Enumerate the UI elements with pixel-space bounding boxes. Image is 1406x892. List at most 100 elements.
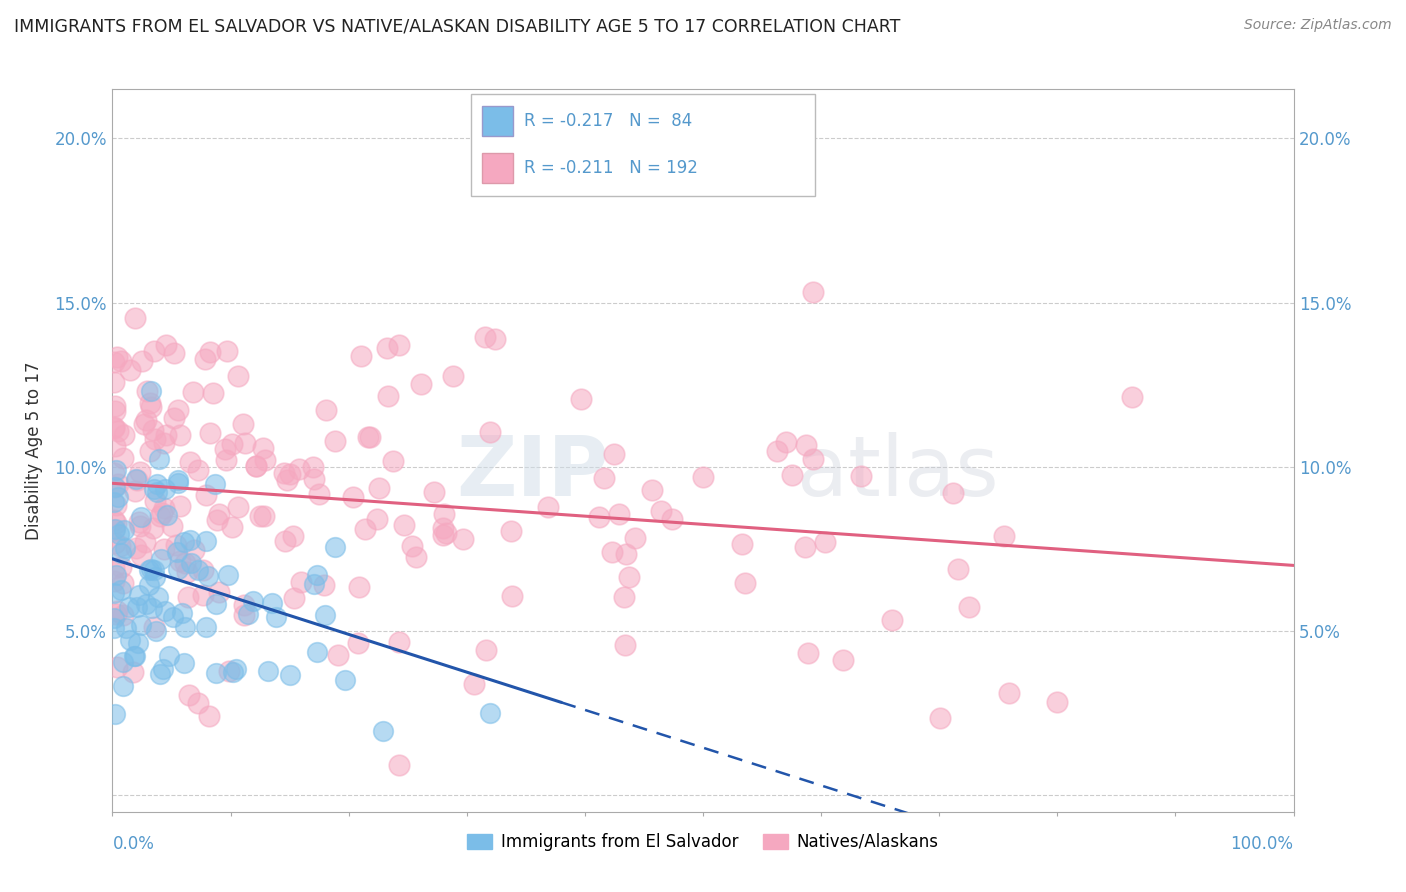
Point bbox=[187, 463, 209, 477]
Point bbox=[139, 444, 162, 458]
Point bbox=[617, 570, 640, 584]
Point bbox=[221, 665, 243, 679]
Point bbox=[150, 506, 173, 520]
Point bbox=[484, 332, 506, 346]
Point bbox=[108, 539, 131, 553]
Point bbox=[173, 535, 195, 549]
Point bbox=[141, 521, 163, 535]
Point bbox=[998, 686, 1021, 700]
Point bbox=[125, 473, 148, 487]
Point bbox=[198, 708, 221, 723]
Point bbox=[215, 453, 238, 467]
Point bbox=[104, 567, 127, 582]
Point bbox=[145, 624, 167, 638]
Point bbox=[170, 606, 193, 620]
Point bbox=[335, 673, 357, 687]
Point bbox=[142, 423, 165, 437]
Text: 0.0%: 0.0% bbox=[112, 835, 155, 853]
Point bbox=[125, 541, 148, 555]
Point bbox=[233, 608, 256, 623]
Point bbox=[314, 608, 336, 623]
Point bbox=[153, 482, 176, 496]
Point bbox=[118, 362, 141, 376]
Point bbox=[129, 465, 152, 479]
Point bbox=[218, 664, 240, 678]
Point bbox=[103, 561, 125, 575]
Point bbox=[111, 607, 134, 622]
Point bbox=[191, 588, 214, 602]
Point bbox=[217, 344, 239, 359]
Point bbox=[112, 427, 135, 442]
Point bbox=[191, 563, 214, 577]
Point bbox=[661, 512, 683, 526]
Point bbox=[127, 636, 149, 650]
Point bbox=[366, 512, 388, 526]
Point bbox=[124, 648, 146, 663]
Point bbox=[314, 578, 336, 592]
Point bbox=[323, 434, 346, 448]
Point bbox=[107, 424, 129, 438]
Point bbox=[832, 652, 855, 666]
Point bbox=[280, 668, 302, 682]
Point bbox=[141, 601, 163, 615]
Point bbox=[177, 590, 200, 604]
Point bbox=[592, 471, 614, 485]
Point bbox=[613, 591, 636, 605]
Point bbox=[198, 344, 221, 359]
Point bbox=[124, 484, 146, 499]
Text: IMMIGRANTS FROM EL SALVADOR VS NATIVE/ALASKAN DISABILITY AGE 5 TO 17 CORRELATION: IMMIGRANTS FROM EL SALVADOR VS NATIVE/AL… bbox=[14, 18, 900, 36]
Point bbox=[409, 377, 432, 392]
Point bbox=[264, 610, 287, 624]
Text: Source: ZipAtlas.com: Source: ZipAtlas.com bbox=[1244, 18, 1392, 32]
Point bbox=[129, 618, 152, 632]
Point bbox=[475, 642, 498, 657]
Point bbox=[138, 578, 160, 592]
Point bbox=[228, 369, 250, 384]
Point bbox=[105, 660, 128, 674]
Point bbox=[104, 607, 127, 622]
Point bbox=[152, 662, 174, 676]
Point bbox=[179, 533, 201, 547]
Point bbox=[204, 476, 226, 491]
Point bbox=[274, 534, 297, 549]
Point bbox=[166, 545, 188, 559]
Point bbox=[124, 310, 146, 325]
Point bbox=[169, 499, 191, 513]
Point bbox=[434, 525, 457, 540]
Point bbox=[165, 538, 187, 552]
Point bbox=[405, 550, 427, 565]
Point bbox=[174, 620, 197, 634]
Point bbox=[104, 707, 127, 722]
Point bbox=[138, 563, 160, 577]
Point bbox=[110, 354, 132, 368]
Point bbox=[111, 575, 134, 590]
Point bbox=[105, 498, 128, 512]
Point bbox=[225, 662, 247, 676]
Point bbox=[478, 425, 501, 439]
Point bbox=[780, 467, 803, 482]
Point bbox=[194, 351, 217, 366]
Point bbox=[283, 591, 305, 606]
Point bbox=[131, 353, 153, 368]
Point bbox=[342, 490, 364, 504]
Point bbox=[153, 435, 176, 450]
Point bbox=[143, 482, 166, 496]
Point bbox=[167, 562, 190, 576]
Point bbox=[157, 649, 180, 664]
Text: 100.0%: 100.0% bbox=[1230, 835, 1294, 853]
Point bbox=[187, 563, 209, 577]
Point bbox=[368, 481, 391, 495]
Point bbox=[221, 519, 243, 533]
Point bbox=[125, 472, 148, 486]
Point bbox=[232, 598, 254, 612]
Point bbox=[388, 758, 411, 772]
Point bbox=[650, 504, 672, 518]
Point bbox=[463, 677, 485, 691]
Y-axis label: Disability Age 5 to 17: Disability Age 5 to 17 bbox=[25, 361, 44, 540]
Point bbox=[105, 604, 128, 618]
Point bbox=[957, 599, 980, 614]
Point bbox=[121, 665, 143, 680]
Point bbox=[129, 548, 152, 562]
Point bbox=[257, 665, 280, 679]
Point bbox=[103, 404, 125, 418]
